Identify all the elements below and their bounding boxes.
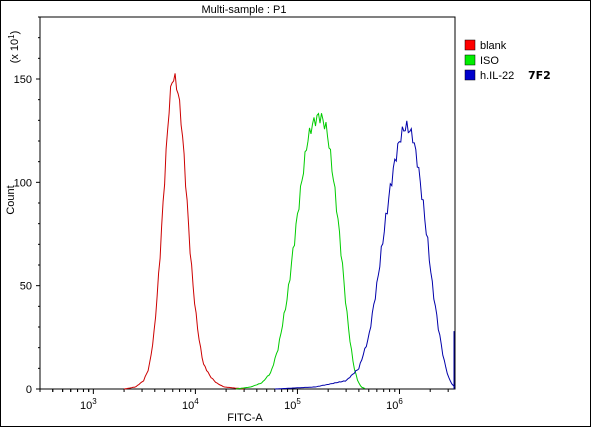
legend-label-h-il-22: h.IL-22 [480,70,514,82]
x-tick-label: 103 [80,397,97,412]
y-tick-label: 0 [26,384,32,396]
y-axis-label: Count [5,185,17,214]
legend-swatch-h-il-22 [464,69,476,81]
y-multiplier: (x 101) [7,31,21,64]
y-axis: 0 50 100 150 [14,16,40,396]
x-tick-label: 106 [386,397,403,412]
x-axis-label: FITC-A [227,412,263,424]
legend-label-blank: blank [480,40,507,52]
series-group [124,73,456,390]
x-tick-label: 104 [182,397,199,412]
legend: blank ISO h.IL-22 7F2 [464,39,551,82]
x-axis: 103 104 105 106 [39,389,449,412]
y-tick-label: 50 [20,281,32,293]
legend-swatch-blank [464,39,476,51]
legend-extra-label: 7F2 [528,69,551,82]
plot-area [39,16,456,390]
legend-swatch-iso [464,54,476,66]
legend-label-iso: ISO [480,55,499,67]
chart-title: Multi-sample : P1 [202,4,287,16]
series-h-il-22-line [274,120,456,390]
series-iso-line [235,112,366,390]
y-tick-label: 100 [14,177,32,189]
series-blank-line [124,73,245,390]
x-tick-label: 105 [284,397,301,412]
y-tick-label: 150 [14,74,32,86]
